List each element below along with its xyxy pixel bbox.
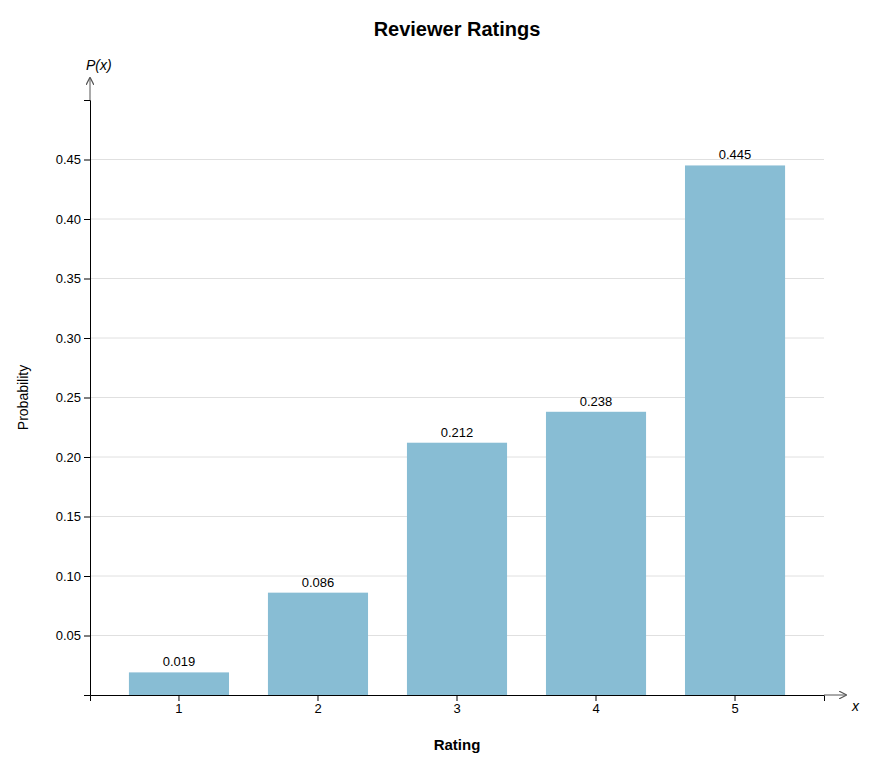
x-axis: 1 2 3 4 5 [91,695,825,716]
y-axis-symbol: P(x) [86,57,112,73]
bar [129,672,229,695]
y-tick-mark [84,457,90,458]
x-tick: 3 [453,695,460,716]
y-tick: 0.05 [56,628,90,643]
x-tick-mark [596,695,597,701]
y-tick-mark [84,636,90,637]
y-tick-mark [84,517,90,518]
x-tick-label: 4 [592,701,599,716]
x-tick: 1 [175,695,182,716]
y-tick-label: 0.05 [56,628,81,643]
x-tick-mark [457,695,458,701]
y-tick: 0.35 [56,271,90,286]
y-tick-mark [84,338,90,339]
x-tick-label: 1 [175,701,182,716]
bars [129,165,785,695]
plot-area: 0.019 0.086 0.212 0.238 0.445 0.05 0.10 0.15 0.2… [56,57,860,716]
y-tick-mark [84,219,90,220]
y-tick: 0.20 [56,450,90,465]
bar [685,165,785,695]
chart-title: Reviewer Ratings [374,18,541,40]
data-labels: 0.019 0.086 0.212 0.238 0.445 [163,147,752,669]
y-tick: 0.15 [56,509,90,524]
x-axis-arrow [824,695,846,696]
y-axis-title: Probability [15,365,31,430]
y-axis: 0.05 0.10 0.15 0.20 0.25 0.30 0.35 0.40 0.45 [56,101,91,696]
chart-svg: 0.019 0.086 0.212 0.238 0.445 0.05 0.10 0.15 0.2… [0,0,884,775]
y-tick: 0.45 [56,152,90,167]
bar [268,593,368,695]
data-label: 0.086 [302,575,335,590]
data-label: 0.445 [719,147,752,162]
x-tick-mark [317,695,318,701]
y-tick-label: 0.35 [56,271,81,286]
x-tick: 2 [314,695,321,716]
y-tick-label: 0.25 [56,390,81,405]
x-tick-mark [178,695,179,701]
data-label: 0.238 [580,394,613,409]
x-tick-label: 2 [314,701,321,716]
x-tick-label: 5 [731,701,738,716]
x-axis-line [91,696,825,702]
y-tick-label: 0.15 [56,509,81,524]
data-label: 0.019 [163,654,196,669]
y-tick: 0.30 [56,331,90,346]
y-axis-arrow [90,78,91,100]
y-tick: 0.40 [56,212,90,227]
y-tick-mark [84,160,90,161]
y-tick-label: 0.10 [56,569,81,584]
y-axis-line [84,101,91,696]
data-label: 0.212 [441,425,474,440]
x-tick-label: 3 [453,701,460,716]
y-tick-mark [84,576,90,577]
y-tick: 0.10 [56,569,90,584]
y-tick-label: 0.45 [56,152,81,167]
y-tick-mark [84,279,90,280]
bar [407,443,507,695]
y-tick-mark [84,398,90,399]
x-axis-symbol: x [851,698,860,714]
grid-line [90,159,824,160]
y-tick-label: 0.40 [56,212,81,227]
x-tick-mark [735,695,736,701]
x-tick: 4 [592,695,599,716]
x-axis-title: Rating [434,736,481,753]
bar [546,412,646,695]
y-tick: 0.25 [56,390,90,405]
y-tick-label: 0.30 [56,331,81,346]
y-tick-label: 0.20 [56,450,81,465]
x-tick: 5 [731,695,738,716]
